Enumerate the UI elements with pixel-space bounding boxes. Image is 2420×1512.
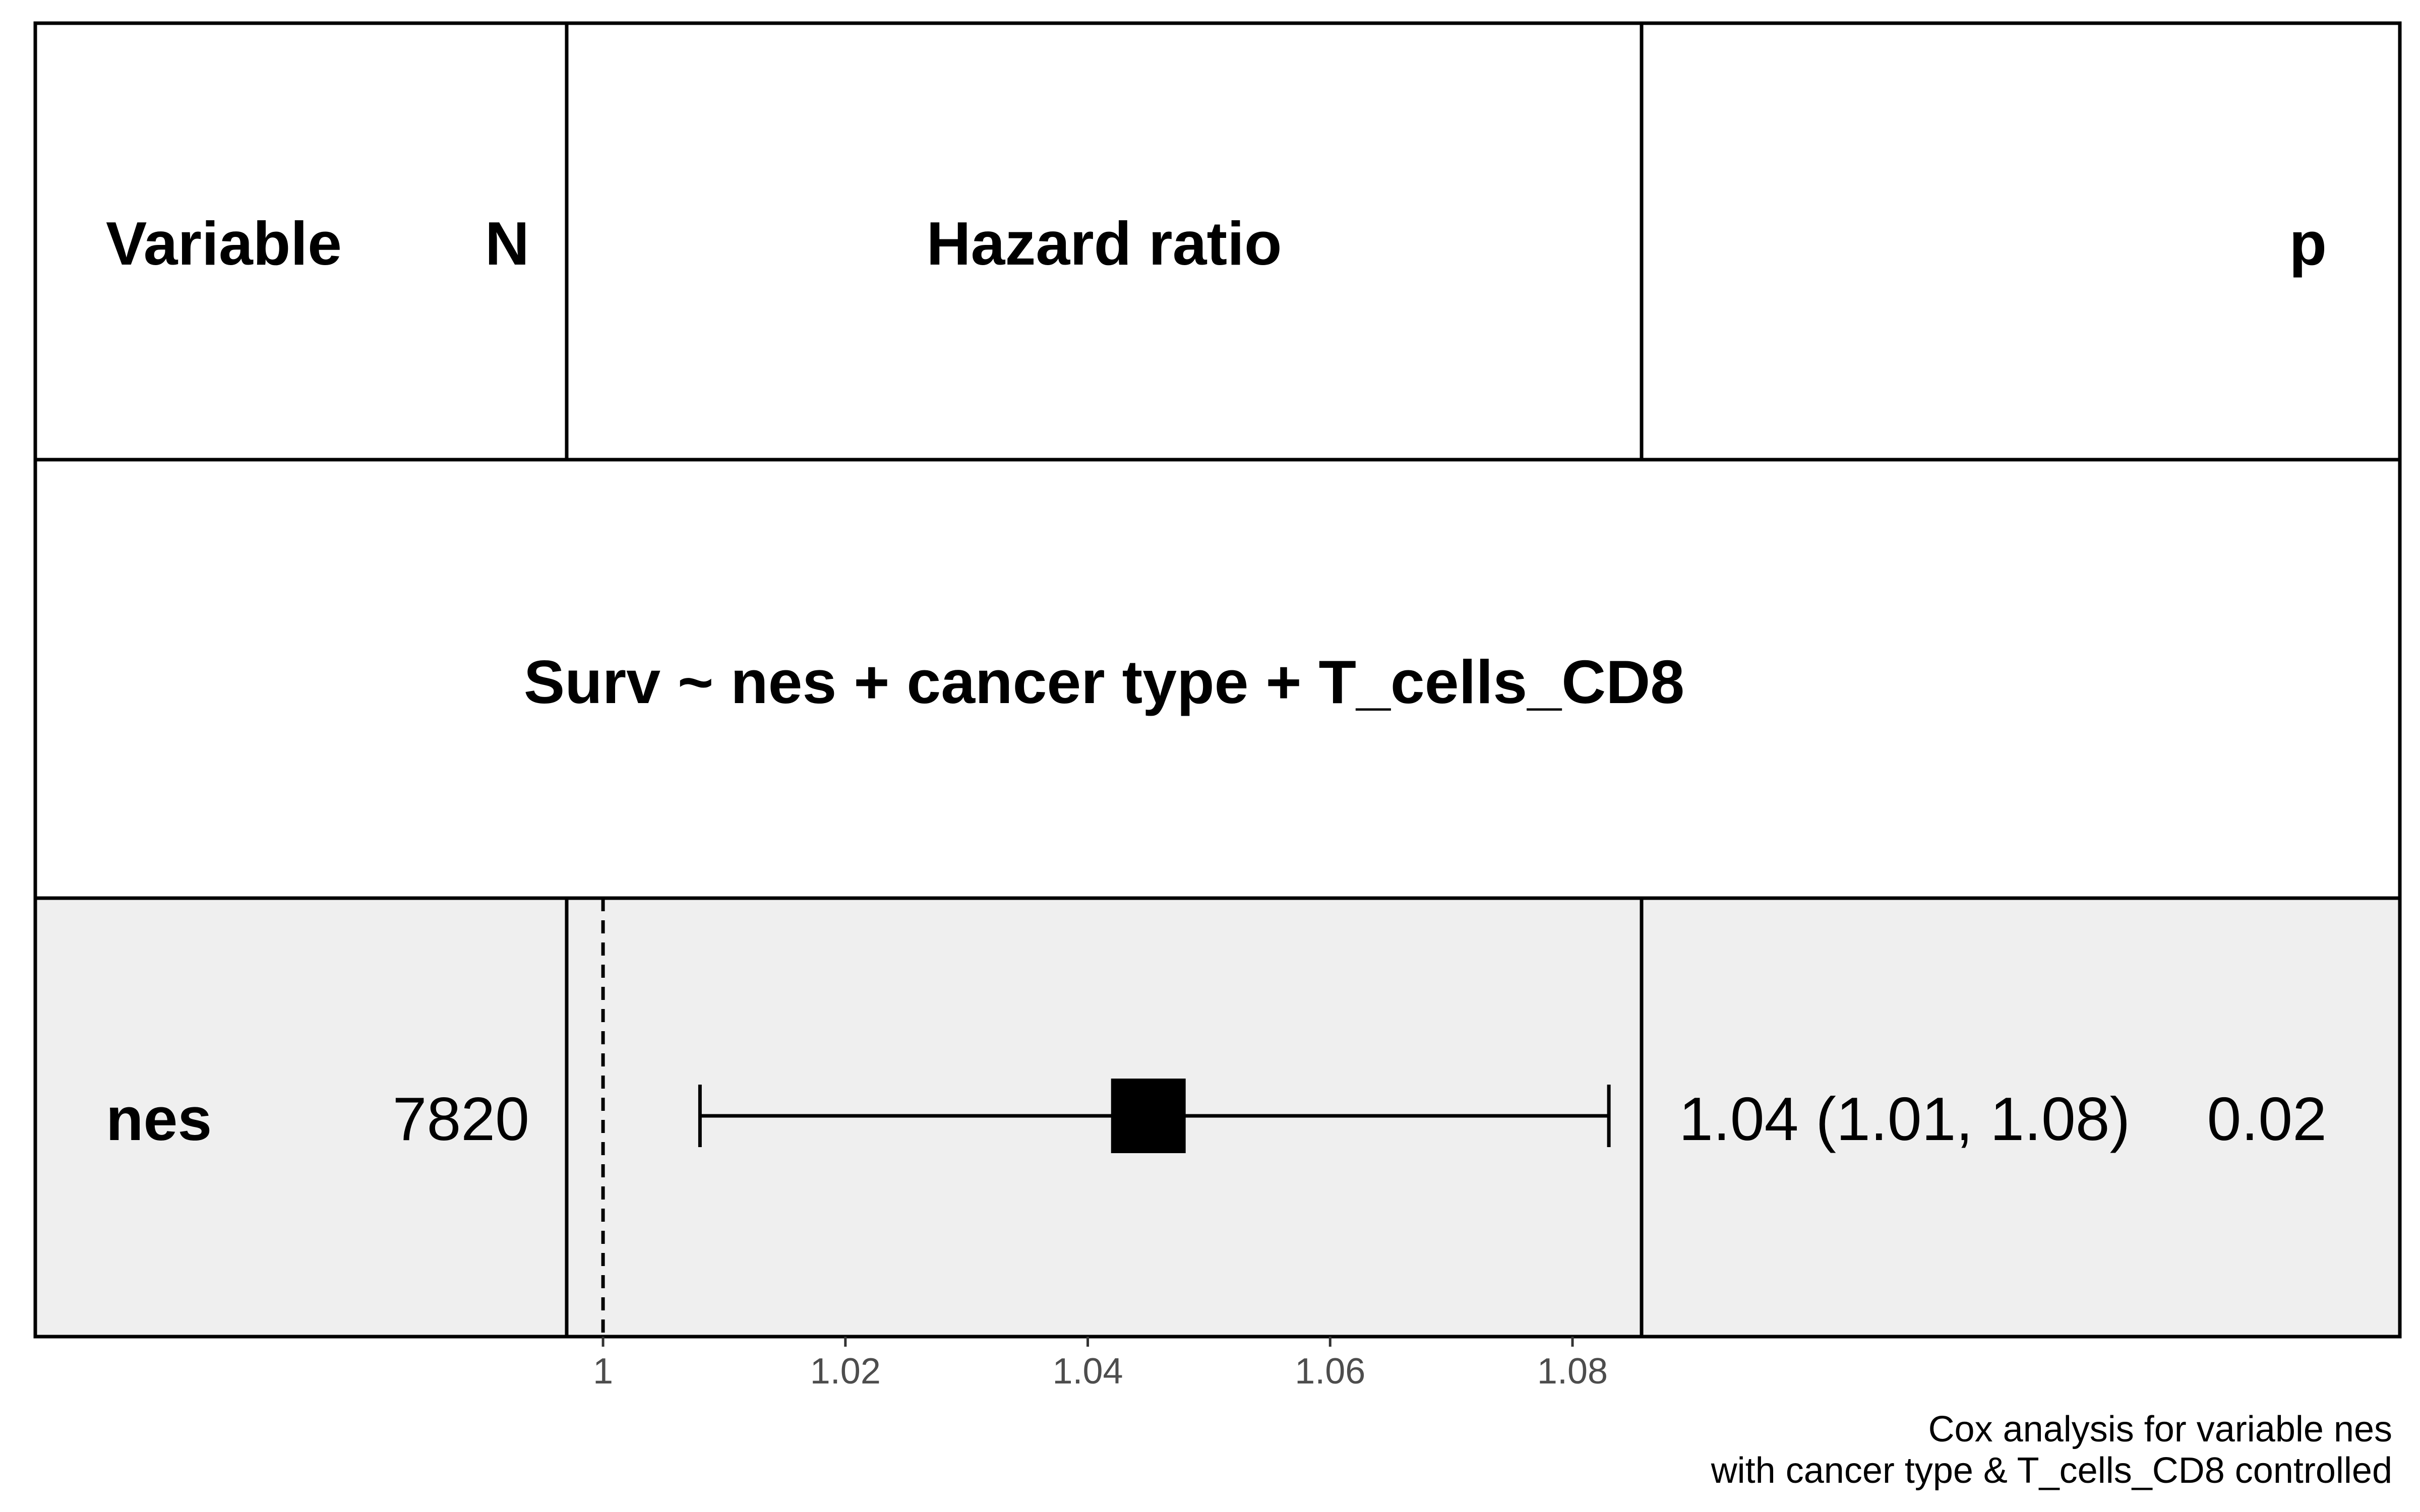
x-tick-label: 1: [593, 1351, 613, 1392]
header-hazard-ratio: Hazard ratio: [926, 209, 1282, 278]
table-frame: [33, 21, 2402, 1339]
x-tick-label: 1.02: [810, 1351, 881, 1392]
model-formula: Surv ~ nes + cancer type + T_cells_CD8: [524, 648, 1684, 716]
row-variable: nes: [106, 1085, 212, 1153]
x-tick-label: 1.06: [1295, 1351, 1365, 1392]
caption-line-2: with cancer type & T_cells_CD8 controlle…: [1711, 1451, 2392, 1491]
caption-line-1: Cox analysis for variable nes: [1928, 1409, 2392, 1450]
x-axis: 1 1.02 1.04 1.06 1.08: [593, 1337, 1608, 1392]
row-estimate: 1.04 (1.01, 1.08): [1679, 1085, 2130, 1153]
x-tick-label: 1.08: [1537, 1351, 1608, 1392]
header-variable: Variable: [106, 209, 342, 278]
x-tick-label: 1.04: [1052, 1351, 1123, 1392]
header-n: N: [485, 209, 529, 278]
row-n: 7820: [393, 1085, 529, 1153]
header-p: p: [2289, 209, 2327, 278]
row-p-value: 0.02: [2207, 1085, 2327, 1153]
hr-point-nes: [1111, 1079, 1186, 1153]
